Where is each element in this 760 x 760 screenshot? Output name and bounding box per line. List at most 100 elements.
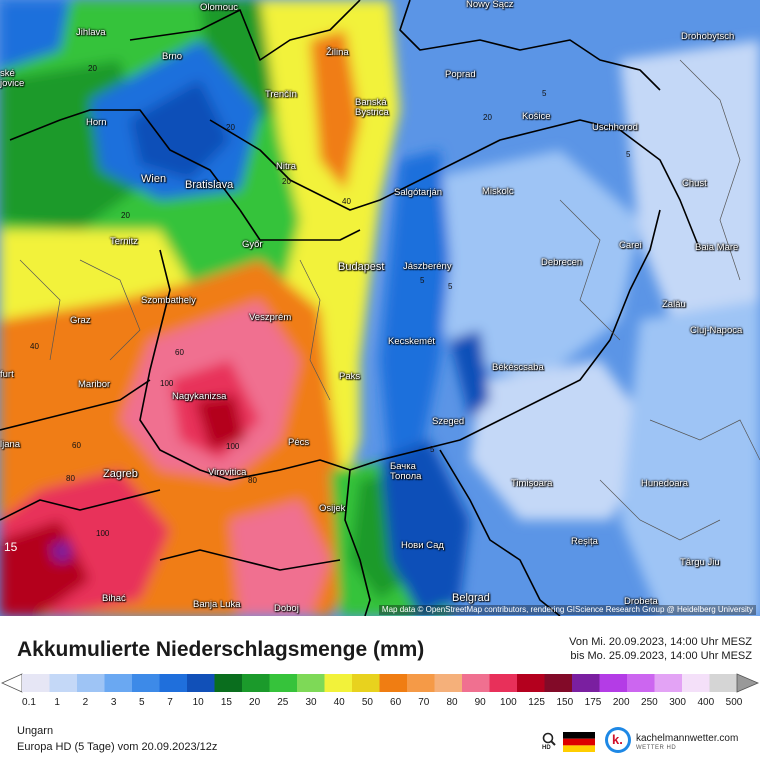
colorbar-tick-label: 150 bbox=[556, 697, 574, 708]
color-swatch bbox=[627, 674, 655, 692]
colorbar-right-arrow bbox=[736, 673, 760, 693]
colorbar-tick-label: 100 bbox=[500, 697, 517, 708]
color-swatch bbox=[242, 674, 270, 692]
city-label: Budapest bbox=[338, 261, 385, 273]
legend-title: Akkumulierte Niederschlagsmenge (mm) bbox=[17, 638, 425, 661]
colorbar-left-arrow bbox=[1, 673, 23, 693]
city-label: Pécs bbox=[288, 437, 310, 448]
colorbar-tick-label: 40 bbox=[333, 697, 345, 708]
contour-label: 20 bbox=[282, 177, 291, 186]
contour-label: 5 bbox=[448, 282, 453, 291]
map-attribution: Map data © OpenStreetMap contributors, r… bbox=[378, 605, 756, 615]
colorbar-tick-label: 90 bbox=[474, 697, 486, 708]
color-swatch bbox=[214, 674, 243, 692]
zoom-hd-icon[interactable]: HD bbox=[541, 732, 559, 752]
colorbar-tick-label: 3 bbox=[110, 697, 117, 708]
colorbar-tick-label: 80 bbox=[446, 697, 458, 708]
color-swatch bbox=[187, 674, 215, 692]
city-label: Hunedoara bbox=[641, 478, 689, 489]
city-label: Uschhorod bbox=[592, 122, 638, 133]
city-label: Békéscsaba bbox=[492, 362, 544, 373]
city-label: Veszprém bbox=[249, 312, 292, 323]
brand-name[interactable]: kachelmannwetter.com bbox=[636, 733, 739, 744]
color-swatch bbox=[132, 674, 160, 692]
city-label: Jihlava bbox=[76, 27, 106, 38]
city-label: Győr bbox=[242, 239, 263, 250]
model-label: Europa HD (5 Tage) vom 20.09.2023/12z bbox=[17, 741, 218, 753]
colorbar-tick-label: 30 bbox=[305, 697, 317, 708]
city-label: Banská Bystrica bbox=[355, 97, 389, 118]
city-label: Zalău bbox=[662, 299, 686, 310]
colorbar-tick-label: 250 bbox=[641, 697, 658, 708]
city-label: furt bbox=[0, 369, 14, 380]
contour-label: 80 bbox=[248, 476, 257, 485]
colorbar-tick-label: 400 bbox=[697, 697, 715, 708]
city-label: Szeged bbox=[432, 416, 465, 427]
contour-label: 40 bbox=[30, 342, 39, 351]
contour-label: 20 bbox=[226, 123, 235, 132]
german-flag-icon[interactable] bbox=[563, 732, 595, 752]
city-label: Olomouc bbox=[200, 2, 239, 13]
colorbar-tick-label: 2 bbox=[82, 697, 89, 708]
zoom-hd-label: HD bbox=[542, 745, 551, 751]
city-label: Horn bbox=[86, 117, 107, 128]
color-swatch bbox=[682, 674, 710, 692]
city-label: Žilina bbox=[326, 47, 349, 58]
color-swatch bbox=[654, 674, 683, 692]
city-label: Ternitz bbox=[110, 236, 138, 247]
contour-label: 80 bbox=[66, 474, 75, 483]
colorbar-tick-label: 20 bbox=[249, 697, 261, 708]
legend-panel: Akkumulierte Niederschlagsmenge (mm) Von… bbox=[0, 616, 760, 760]
city-label: Osijek bbox=[319, 503, 346, 514]
city-label: Jászberény bbox=[403, 261, 452, 272]
kachelmann-logo-icon[interactable]: k. bbox=[604, 726, 632, 754]
contour-label: 5 bbox=[626, 150, 631, 159]
colorbar-tick-label: 500 bbox=[725, 697, 743, 708]
contour-label: 5 bbox=[542, 89, 547, 98]
color-swatch bbox=[379, 674, 408, 692]
city-label: Nagykanizsa bbox=[172, 391, 227, 402]
colorbar-tick-label: 7 bbox=[167, 697, 173, 708]
color-swatch bbox=[434, 674, 463, 692]
color-scale-bar bbox=[1, 673, 760, 693]
color-swatches bbox=[22, 674, 738, 692]
city-label: Belgrad bbox=[452, 592, 490, 604]
colorbar-tick-label: 50 bbox=[361, 697, 373, 708]
colorbar-tick-label: 300 bbox=[669, 697, 686, 708]
color-swatch bbox=[159, 674, 188, 692]
contour-label: 60 bbox=[175, 348, 184, 357]
contour-label: 15 bbox=[4, 540, 18, 554]
city-label: Drohobytsch bbox=[681, 31, 735, 42]
precipitation-field bbox=[0, 0, 760, 616]
color-swatch bbox=[22, 674, 50, 692]
colorbar-tick-label: 15 bbox=[220, 697, 232, 708]
city-label: Kecskemét bbox=[388, 336, 435, 347]
city-label: ljana bbox=[0, 439, 21, 450]
colorbar-tick-label: 125 bbox=[528, 697, 545, 708]
contour-label: 60 bbox=[72, 441, 81, 450]
colorbar-tick-label: 200 bbox=[612, 697, 630, 708]
valid-from-text: Von Mi. 20.09.2023, 14:00 Uhr MESZ bbox=[569, 636, 752, 648]
colorbar-tick-label: 25 bbox=[277, 697, 289, 708]
color-swatch bbox=[599, 674, 628, 692]
city-label: Miskolc bbox=[482, 186, 514, 197]
city-label: Bratislava bbox=[185, 179, 234, 191]
city-label: Trenčín bbox=[265, 89, 297, 100]
city-label: Virovitica bbox=[208, 467, 247, 478]
city-label: Maribor bbox=[78, 379, 111, 390]
city-label: Chust bbox=[682, 178, 707, 189]
city-label: Salgótarján bbox=[394, 187, 443, 198]
color-swatch bbox=[269, 674, 298, 692]
precipitation-map[interactable]: Olomouc Nowy Sącz Drohobytsch Jihlava Br… bbox=[0, 0, 760, 616]
city-label: Wien bbox=[141, 173, 167, 185]
color-swatch bbox=[517, 674, 545, 692]
city-label: Târgu Jiu bbox=[680, 557, 720, 568]
valid-to-text: bis Mo. 25.09.2023, 14:00 Uhr MESZ bbox=[570, 650, 752, 662]
city-label: Reșița bbox=[571, 536, 598, 547]
city-label: ské jovice bbox=[0, 68, 25, 89]
colorbar-tick-label: 60 bbox=[390, 697, 402, 708]
city-label: Бачка Топола bbox=[390, 461, 422, 482]
color-swatch bbox=[49, 674, 78, 692]
contour-label: 20 bbox=[121, 211, 130, 220]
colorbar-tick-label: 5 bbox=[139, 697, 145, 708]
